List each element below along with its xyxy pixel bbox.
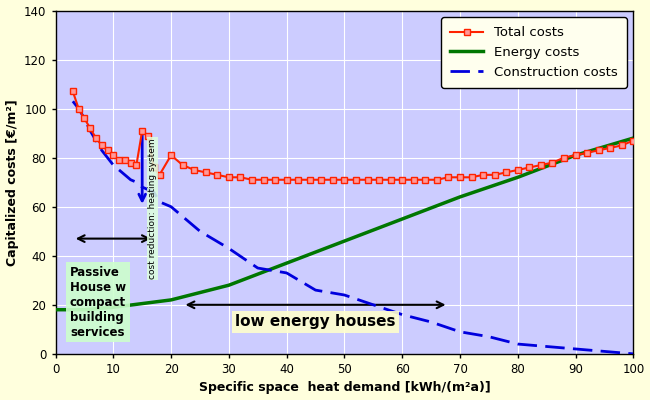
Y-axis label: Capitalized costs [€/m²]: Capitalized costs [€/m²] [6,99,19,266]
Text: cost reduction: heating system: cost reduction: heating system [148,138,157,279]
Legend: Total costs, Energy costs, Construction costs: Total costs, Energy costs, Construction … [441,17,627,88]
X-axis label: Specific space  heat demand [kWh/(m²a)]: Specific space heat demand [kWh/(m²a)] [198,382,490,394]
Text: low energy houses: low energy houses [235,314,396,330]
Text: Passive
House w
compact
building
services: Passive House w compact building service… [70,266,126,338]
